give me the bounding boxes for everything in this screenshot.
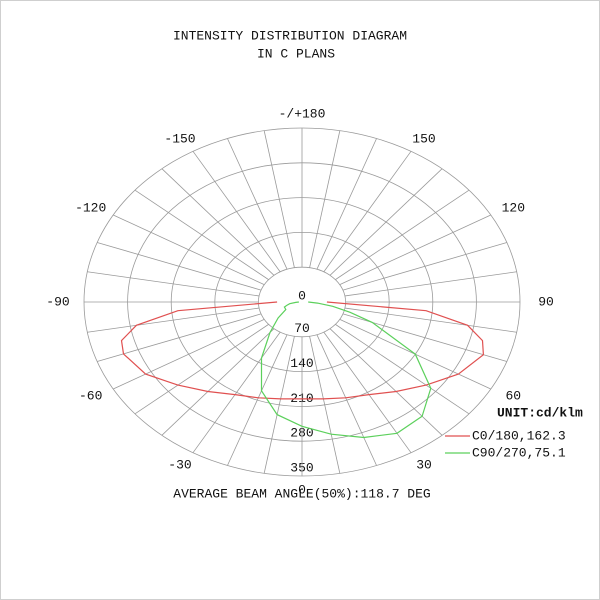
theta-tick-label: -150 <box>164 132 195 147</box>
theta-tick-label: 30 <box>416 457 432 472</box>
spoke <box>342 313 507 362</box>
chart-subtitle: IN C PLANS <box>257 46 335 61</box>
theta-tick-label: -120 <box>75 200 106 215</box>
spoke <box>161 328 275 436</box>
spoke <box>263 130 295 268</box>
theta-tick-label: -30 <box>168 457 191 472</box>
spoke <box>316 138 377 270</box>
spoke <box>113 214 265 285</box>
series-line <box>120 301 485 400</box>
legend-label: C0/180,162.3 <box>472 428 566 443</box>
spoke <box>227 334 288 466</box>
spoke <box>329 328 443 436</box>
theta-tick-label: -90 <box>46 294 69 309</box>
theta-tick-label: 0 <box>298 482 306 497</box>
spoke <box>87 271 260 297</box>
spoke <box>309 130 341 268</box>
spoke <box>329 168 443 276</box>
spoke <box>344 271 517 297</box>
annotation: AVERAGE BEAM ANGLE(50%):118.7 DEG <box>173 486 430 501</box>
theta-tick-label: -60 <box>79 388 102 403</box>
chart-title: INTENSITY DISTRIBUTION DIAGRAM <box>173 28 407 43</box>
spoke <box>316 334 377 466</box>
spoke <box>192 151 281 273</box>
legend-label: C90/270,75.1 <box>472 445 566 460</box>
spoke <box>335 189 470 280</box>
spoke <box>113 319 265 390</box>
legend-title: UNIT:cd/klm <box>497 405 583 420</box>
spoke <box>309 336 341 474</box>
spoke <box>161 168 275 276</box>
spoke <box>227 138 288 270</box>
r-tick-label: 70 <box>294 321 310 336</box>
spoke <box>97 313 262 362</box>
series-line <box>260 301 432 439</box>
spoke <box>134 189 269 280</box>
spoke <box>344 307 517 333</box>
spoke <box>339 214 491 285</box>
theta-tick-label: -/+180 <box>279 106 326 121</box>
spoke <box>335 324 470 415</box>
spoke <box>134 324 269 415</box>
spoke <box>263 336 295 474</box>
spoke <box>323 331 412 453</box>
spoke <box>97 242 262 291</box>
spoke <box>323 151 412 273</box>
r-tick-label: 0 <box>298 288 306 303</box>
spoke <box>87 307 260 333</box>
spoke <box>342 242 507 291</box>
theta-tick-label: 90 <box>538 294 554 309</box>
theta-tick-label: 120 <box>502 200 525 215</box>
spoke <box>192 331 281 453</box>
theta-tick-label: 150 <box>412 132 435 147</box>
theta-tick-label: 60 <box>506 388 522 403</box>
